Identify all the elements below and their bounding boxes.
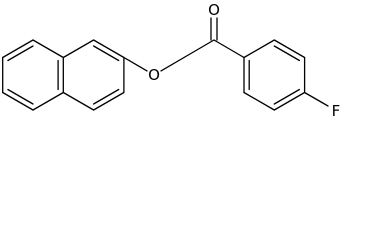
- linker-bonds: [123, 17, 245, 72]
- naphthalene-ring: [2, 39, 125, 111]
- page: {"atoms": {"ether_oxygen": "O", "carbony…: [2, 1, 341, 120]
- atom-label: O: [208, 1, 220, 19]
- atom-label: O: [148, 66, 160, 84]
- fluorophenyl-ring: [243, 39, 329, 111]
- atom-label: F: [332, 102, 341, 120]
- structure-diagram: O O F: [2, 1, 341, 120]
